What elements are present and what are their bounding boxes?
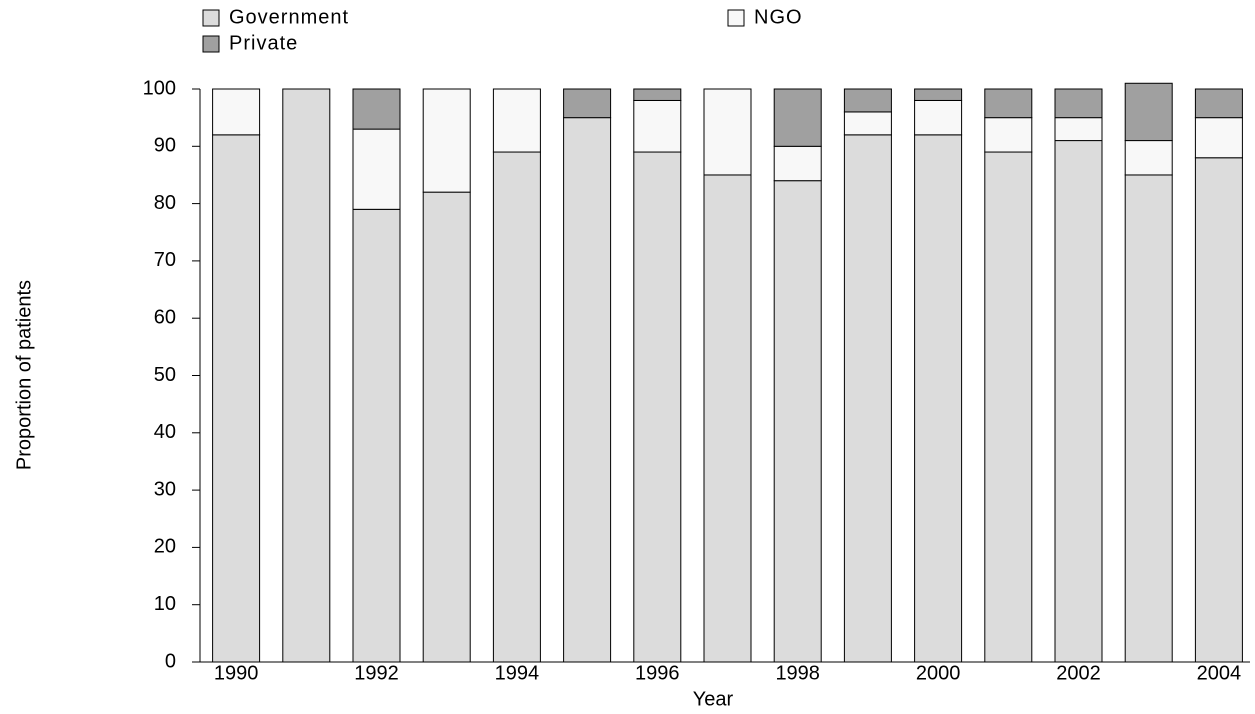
bar-segment [1194,157,1243,663]
x-tick-label: 2000 [916,662,961,684]
bar-segment [1054,117,1103,142]
bar-segment [773,145,822,182]
x-tick-label: 1990 [214,662,259,684]
x-axis-label: Year [693,688,734,710]
bar-segment [843,134,892,663]
bar-segment [843,111,892,136]
y-tick-label: 40 [154,421,176,443]
y-axis-label: Proportion of patients [13,280,35,470]
bar-segment [1124,82,1173,142]
y-tick-label: 80 [154,192,176,214]
bar-segment [563,88,612,119]
bar-segment [773,88,822,147]
bar-segment [563,117,612,663]
legend-label: Government [229,6,349,28]
legend-swatch [202,9,220,27]
bar-segment [282,88,331,663]
x-tick-label: 1998 [775,662,820,684]
bar-segment [422,88,471,193]
bar-segment [843,88,892,113]
bar-segment [492,151,541,663]
bar-segment [1194,88,1243,119]
bar-segment [984,151,1033,663]
y-tick-label: 100 [143,77,176,99]
bar-segment [422,191,471,663]
bar-segment [1124,174,1173,663]
bar-segment [703,88,752,176]
y-tick-label: 60 [154,306,176,328]
y-tick-label: 70 [154,249,176,271]
bar-segment [1194,117,1243,159]
x-tick-label: 1992 [354,662,399,684]
y-tick-label: 50 [154,364,176,386]
legend-swatch [727,9,745,27]
bar-segment [212,134,261,663]
x-tick-label: 1994 [495,662,540,684]
bar-segment [914,99,963,136]
bar-segment [633,99,682,153]
y-tick-label: 90 [154,135,176,157]
bar-segment [984,88,1033,119]
y-tick-label: 10 [154,593,176,615]
x-tick-label: 2004 [1197,662,1242,684]
x-tick-label: 2002 [1056,662,1101,684]
bar-segment [773,180,822,663]
bar-segment [984,117,1033,153]
bar-segment [352,128,401,210]
y-tick-label: 30 [154,478,176,500]
bar-segment [1054,88,1103,119]
legend-label: Private [229,32,298,54]
bar-segment [914,88,963,101]
y-tick-label: 0 [165,650,176,672]
bar-segment [703,174,752,663]
y-tick-label: 20 [154,536,176,558]
legend-swatch [202,35,220,53]
legend-label: NGO [754,6,803,28]
bar-segment [492,88,541,153]
x-tick-label: 1996 [635,662,680,684]
bar-segment [1054,140,1103,663]
bar-segment [633,88,682,101]
bar-segment [1124,140,1173,176]
bar-segment [212,88,261,136]
bar-segment [633,151,682,663]
bar-segment [352,88,401,130]
bar-segment [914,134,963,663]
bar-segment [352,208,401,663]
